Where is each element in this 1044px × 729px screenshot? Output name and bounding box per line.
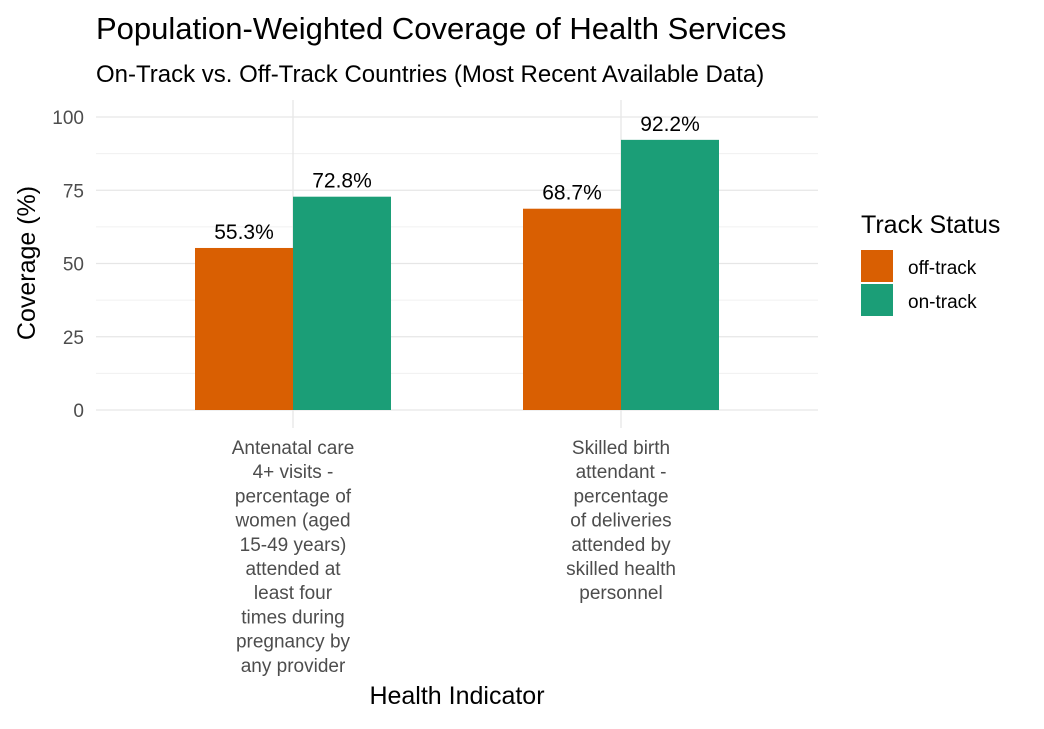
y-tick-label: 0 (73, 401, 84, 422)
x-axis-tick-labels: Antenatal care 4+ visits - percentage of wo… (232, 438, 676, 677)
x-tick-label-line: percentage of (235, 486, 352, 507)
bar-value-label: 55.3% (214, 221, 274, 244)
y-tick-label: 25 (63, 328, 84, 349)
bar-value-label: 72.8% (312, 170, 372, 193)
bar-value-label: 68.7% (542, 182, 602, 205)
bar-on-track-2 (621, 140, 719, 410)
x-tick-label-line: personnel (579, 583, 662, 604)
y-axis-label: Coverage (%) (13, 186, 41, 340)
bar-off-track-1 (195, 248, 293, 410)
bar-off-track-2 (523, 209, 621, 410)
legend-label-off-track: off-track (908, 258, 977, 279)
x-tick-label: Antenatal care 4+ visits - percentage of wo… (232, 438, 355, 677)
x-tick-label-line: any provider (241, 656, 346, 677)
x-tick-label: Skilled birth attendant - percentage of del… (566, 438, 676, 604)
chart-title: Population-Weighted Coverage of Health S… (96, 11, 786, 46)
x-tick-label-line: pregnancy by (236, 632, 351, 653)
x-tick-label-line: of deliveries (570, 511, 671, 532)
x-tick-label-line: attended by (571, 535, 671, 556)
x-tick-label-line: skilled health (566, 559, 676, 580)
bar-on-track-1 (293, 197, 391, 410)
x-axis-label: Health Indicator (369, 682, 544, 710)
x-tick-label-line: 4+ visits - (253, 462, 334, 483)
y-tick-label: 100 (52, 108, 84, 129)
legend: Track Status off-track on-track (861, 211, 1000, 316)
legend-swatch-on-track (861, 284, 893, 316)
legend-title: Track Status (861, 211, 1000, 239)
x-tick-label-line: times during (241, 607, 345, 628)
legend-swatch-off-track (861, 250, 893, 282)
x-tick-label-line: women (aged (234, 511, 350, 532)
x-tick-label-line: least four (254, 583, 333, 604)
y-tick-label: 75 (63, 181, 84, 202)
x-tick-label-line: percentage (573, 486, 668, 507)
y-axis-ticks: 0 25 50 75 100 (52, 108, 84, 422)
x-tick-label-line: Skilled birth (572, 438, 670, 459)
x-tick-label-line: attended at (245, 559, 341, 580)
x-tick-label-line: 15-49 years) (240, 535, 347, 556)
x-tick-label-line: Antenatal care (232, 438, 355, 459)
chart-subtitle: On-Track vs. Off-Track Countries (Most R… (96, 61, 764, 88)
bar-value-label: 92.2% (640, 113, 700, 136)
bars (195, 140, 719, 410)
legend-label-on-track: on-track (908, 292, 977, 313)
x-tick-label-line: attendant - (576, 462, 667, 483)
y-tick-label: 50 (63, 255, 84, 276)
